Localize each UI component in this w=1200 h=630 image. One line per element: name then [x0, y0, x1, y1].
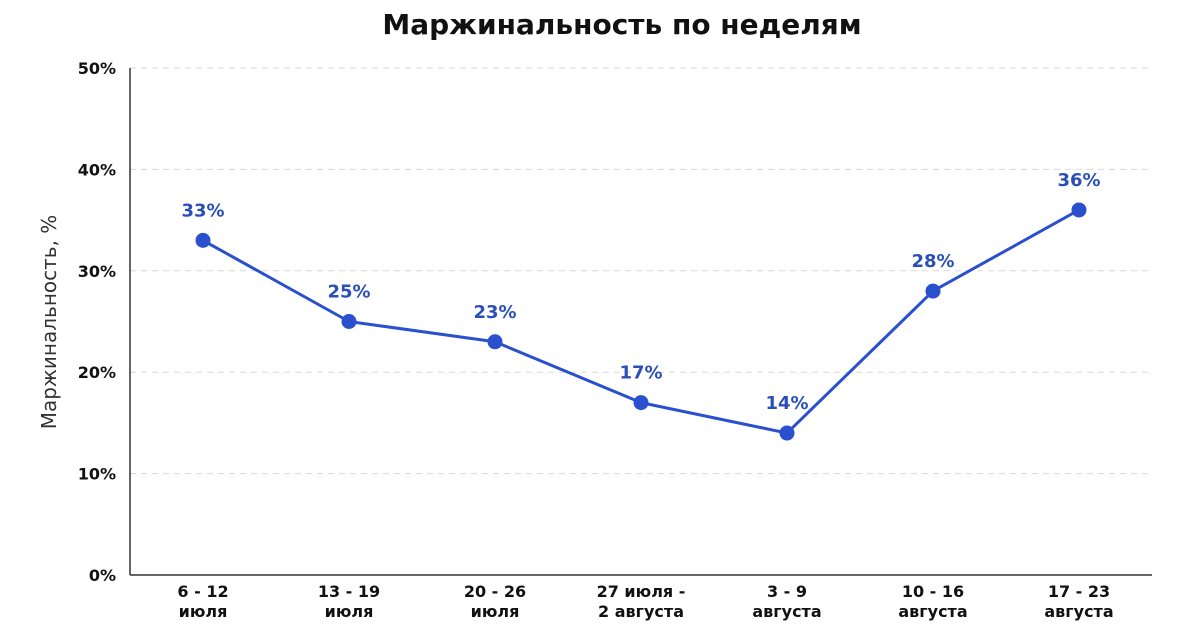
- chart-title: Маржинальность по неделям: [382, 8, 861, 41]
- data-labels: 33% 25% 23% 17% 14% 28% 36%: [181, 170, 1100, 414]
- x-tick-label: 6 - 12: [177, 582, 228, 601]
- data-point: [341, 314, 357, 329]
- x-tick-label: июля: [179, 602, 228, 621]
- x-tick-label: июля: [325, 602, 374, 621]
- data-label: 14%: [765, 393, 808, 414]
- y-tick-label: 10%: [78, 465, 116, 484]
- x-tick-label: 2 августа: [598, 602, 684, 621]
- data-points: [195, 202, 1087, 441]
- y-tick-label: 0%: [89, 566, 116, 585]
- y-axis-label: Маржинальность, %: [37, 215, 61, 430]
- x-tick-label: 3 - 9: [767, 582, 807, 601]
- data-label: 36%: [1057, 170, 1100, 191]
- y-tick-label: 40%: [78, 160, 116, 179]
- x-tick-label: 10 - 16: [902, 582, 964, 601]
- x-tick-label: 27 июля -: [597, 582, 686, 601]
- grid-lines: [130, 67, 1152, 475]
- data-point: [633, 395, 649, 411]
- x-tick-label: 20 - 26: [464, 582, 526, 601]
- x-tick-label: августа: [752, 602, 821, 621]
- data-point: [1071, 202, 1087, 218]
- data-label: 17%: [619, 363, 662, 384]
- y-tick-label: 50%: [78, 59, 116, 78]
- data-point: [487, 334, 503, 350]
- data-label: 33%: [181, 200, 224, 221]
- data-label: 25%: [327, 282, 370, 303]
- x-tick-label: 13 - 19: [318, 582, 380, 601]
- x-tick-label: 17 - 23: [1048, 582, 1110, 601]
- x-tick-label: августа: [898, 602, 967, 621]
- data-point: [195, 232, 211, 248]
- x-tick-label: августа: [1044, 602, 1113, 621]
- y-tick-label: 20%: [78, 363, 116, 382]
- y-tick-label: 30%: [78, 262, 116, 281]
- x-tick-label: июля: [471, 602, 520, 621]
- data-point: [925, 283, 941, 299]
- y-axis-ticks: 0% 10% 20% 30% 40% 50%: [78, 59, 116, 585]
- data-label: 28%: [911, 251, 954, 272]
- data-point: [779, 425, 795, 441]
- data-label: 23%: [473, 302, 516, 323]
